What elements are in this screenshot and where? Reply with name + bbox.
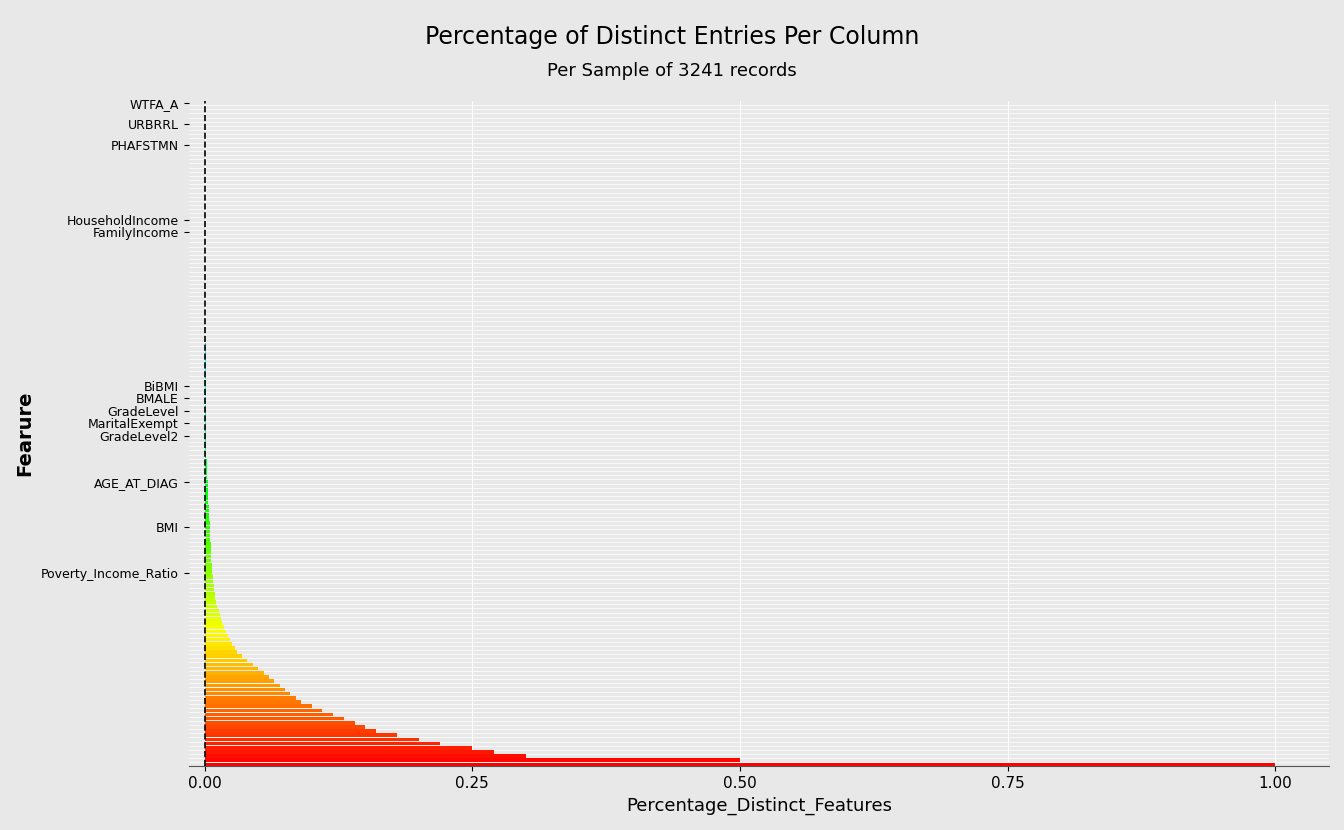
Text: Percentage of Distinct Entries Per Column: Percentage of Distinct Entries Per Colum…	[425, 25, 919, 49]
Bar	[204, 717, 344, 720]
Bar	[204, 530, 210, 533]
Bar	[204, 484, 208, 487]
Bar	[204, 596, 215, 600]
Bar	[204, 505, 208, 508]
Bar	[204, 538, 211, 541]
Bar	[204, 738, 419, 741]
Bar	[204, 625, 224, 629]
Bar	[204, 651, 237, 654]
Bar	[204, 567, 212, 571]
Bar	[204, 480, 207, 483]
Bar	[204, 546, 211, 549]
Bar	[204, 734, 398, 737]
Bar	[204, 759, 741, 762]
Bar	[204, 583, 214, 588]
Text: Per Sample of 3241 records: Per Sample of 3241 records	[547, 62, 797, 81]
Bar	[204, 750, 493, 754]
Bar	[204, 754, 526, 758]
Bar	[204, 617, 220, 621]
Bar	[204, 471, 207, 475]
Bar	[204, 701, 301, 704]
Bar	[204, 500, 208, 504]
Bar	[204, 492, 208, 496]
Bar	[204, 592, 215, 596]
Bar	[204, 467, 207, 471]
Bar	[204, 742, 441, 745]
Bar	[204, 692, 290, 696]
Bar	[204, 621, 222, 625]
Bar	[204, 676, 269, 679]
Bar	[204, 680, 274, 683]
Bar	[204, 613, 219, 617]
Bar	[204, 684, 280, 687]
Bar	[204, 588, 214, 592]
Bar	[204, 554, 211, 559]
Bar	[204, 476, 207, 479]
Bar	[204, 688, 285, 691]
Bar	[204, 463, 207, 466]
Bar	[204, 725, 366, 729]
Bar	[204, 721, 355, 725]
Bar	[204, 730, 376, 733]
Bar	[204, 671, 263, 675]
Y-axis label: Fearure: Fearure	[15, 391, 34, 476]
Bar	[204, 525, 210, 529]
Bar	[204, 647, 235, 650]
Bar	[204, 629, 226, 633]
Bar	[204, 633, 228, 637]
X-axis label: Percentage_Distinct_Features: Percentage_Distinct_Features	[626, 797, 892, 815]
Bar	[204, 563, 211, 567]
Bar	[204, 642, 233, 646]
Bar	[204, 509, 208, 512]
Bar	[204, 550, 211, 554]
Bar	[204, 513, 210, 516]
Bar	[204, 763, 1275, 766]
Bar	[204, 608, 219, 613]
Bar	[204, 521, 210, 525]
Bar	[204, 534, 210, 537]
Bar	[204, 637, 230, 642]
Bar	[204, 600, 216, 604]
Bar	[204, 696, 296, 700]
Bar	[204, 517, 210, 520]
Bar	[204, 655, 242, 658]
Bar	[204, 559, 211, 563]
Bar	[204, 459, 207, 462]
Bar	[204, 604, 218, 608]
Bar	[204, 659, 247, 662]
Bar	[204, 579, 214, 583]
Bar	[204, 571, 212, 575]
Bar	[204, 746, 472, 749]
Bar	[204, 713, 333, 716]
Bar	[204, 496, 208, 500]
Bar	[204, 575, 212, 579]
Bar	[204, 488, 208, 491]
Bar	[204, 663, 253, 666]
Bar	[204, 542, 211, 545]
Bar	[204, 667, 258, 671]
Bar	[204, 705, 312, 708]
Bar	[204, 709, 323, 712]
